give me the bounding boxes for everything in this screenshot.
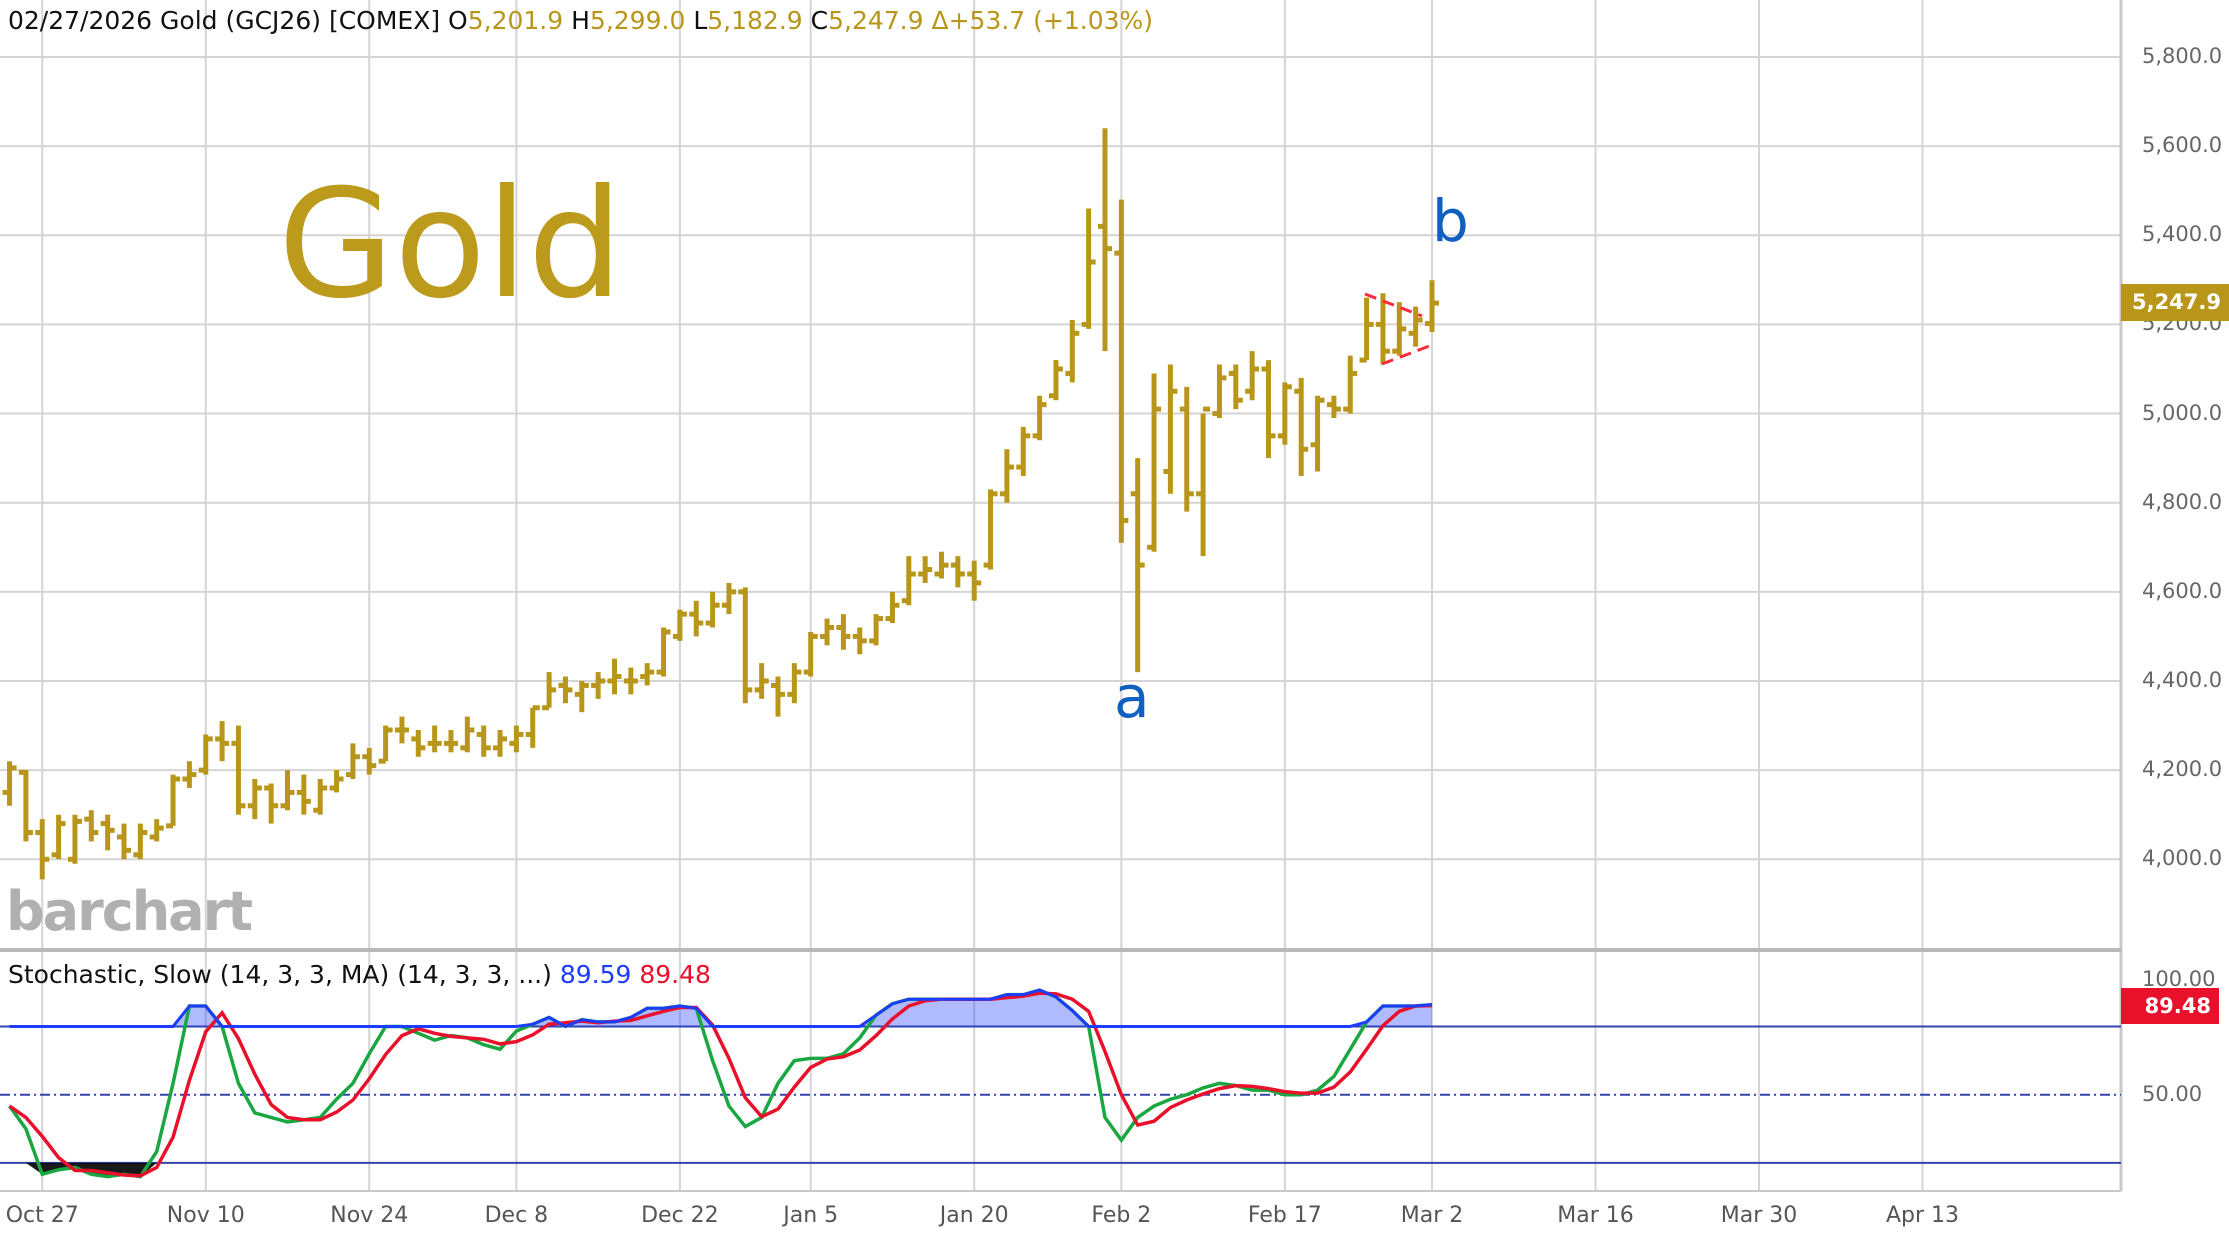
stoch-d-line — [8, 991, 1433, 1178]
price-axis-label: 4,800.0 — [2142, 489, 2223, 514]
date-axis-label: Jan 20 — [939, 1203, 1009, 1228]
date-axis-label: Apr 13 — [1885, 1203, 1960, 1228]
price-axis-label: 4,600.0 — [2142, 578, 2223, 603]
price-axis-label: 5,800.0 — [2142, 44, 2223, 68]
date-axis-label: Feb 17 — [1247, 1203, 1322, 1228]
header-symbol: Gold (GCJ26) [COMEX] — [160, 6, 441, 35]
date-axis-label: Mar 30 — [1720, 1203, 1798, 1228]
open-label: O — [448, 6, 468, 35]
close-label: C — [810, 6, 829, 35]
date-axis-label: Jan 5 — [783, 1203, 839, 1228]
oversold-fill — [9, 1162, 1432, 1177]
overbought-fill — [9, 990, 1432, 1027]
date-axis-label: Nov 10 — [166, 1203, 245, 1228]
low-value: 5,182.9 — [707, 6, 803, 35]
header-date: 02/27/2026 — [8, 6, 153, 35]
date-axis-label: Mar 16 — [1557, 1203, 1634, 1228]
last-price-label: 5,247.9 — [2121, 284, 2229, 321]
low-label: L — [693, 6, 708, 35]
barchart-logo: barchart — [6, 880, 253, 943]
close-value: 5,247.9 — [828, 6, 924, 35]
change-value: Δ+53.7 (+1.03%) — [931, 6, 1154, 35]
high-label: H — [571, 6, 590, 35]
overlay-title: Gold — [278, 158, 623, 332]
date-axis-label: Dec 8 — [484, 1203, 549, 1228]
stoch-overbought-outline — [9, 988, 1433, 1029]
stoch-last-label: 89.48 — [2121, 988, 2219, 1024]
chart-header: 02/27/2026 Gold (GCJ26) [COMEX] O5,201.9… — [8, 6, 1153, 35]
date-axis-label: Nov 24 — [330, 1203, 409, 1228]
price-axis-label: 4,200.0 — [2142, 757, 2223, 782]
date-axis-label: Mar 2 — [1400, 1203, 1464, 1228]
price-axis-label: 5,600.0 — [2142, 133, 2223, 158]
stoch-axis-100: 100.00 — [2142, 967, 2216, 991]
wave-label-b: b — [1432, 187, 1469, 255]
triangle-lower-line — [1381, 343, 1433, 366]
stochastic-label: Stochastic, Slow (14, 3, 3, MA) (14, 3, … — [8, 960, 552, 989]
price-axis-label: 5,400.0 — [2142, 222, 2223, 247]
stoch-axis-50: 50.00 — [2142, 1082, 2203, 1106]
high-value: 5,299.0 — [589, 6, 686, 35]
open-value: 5,201.9 — [467, 6, 564, 35]
date-axis-label: Feb 2 — [1091, 1203, 1152, 1228]
stoch-k-line — [8, 988, 1433, 1179]
price-axis-label: 4,400.0 — [2142, 667, 2223, 692]
date-axis-label: Dec 22 — [641, 1203, 719, 1228]
price-axis-label: 5,000.0 — [2142, 400, 2223, 425]
date-axis-label: Oct 27 — [5, 1203, 79, 1228]
stochastic-d-value: 89.48 — [639, 960, 711, 989]
triangle-upper-line — [1364, 292, 1423, 318]
stochastic-title: Stochastic, Slow (14, 3, 3, MA) (14, 3, … — [8, 960, 711, 989]
wave-label-a: a — [1114, 663, 1150, 731]
price-axis-label: 4,000.0 — [2142, 846, 2223, 871]
stochastic-k-value: 89.59 — [559, 960, 632, 989]
